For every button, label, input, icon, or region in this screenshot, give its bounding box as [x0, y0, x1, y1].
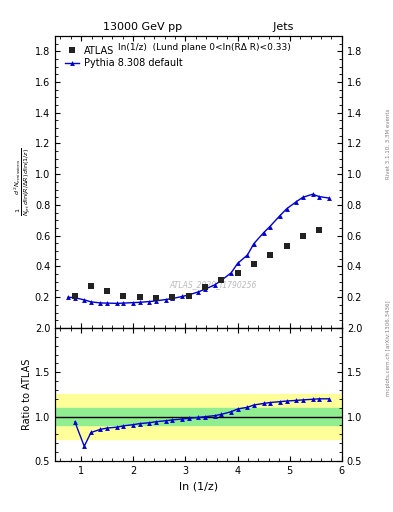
X-axis label: ln (1/z): ln (1/z) [179, 481, 218, 491]
Pythia 8.308 default [66, 294, 70, 301]
Pythia 8.308 default [186, 292, 191, 298]
ATLAS [268, 252, 272, 258]
Pythia 8.308 default [72, 294, 77, 301]
Pythia 8.308 default [137, 299, 142, 305]
Pythia 8.308 default [105, 300, 110, 306]
Pythia 8.308 default [245, 252, 250, 258]
Pythia 8.308 default [196, 289, 201, 295]
Pythia 8.308 default [115, 301, 119, 307]
Text: ATLAS_2020_I1790256: ATLAS_2020_I1790256 [169, 280, 257, 289]
Pythia 8.308 default [277, 212, 282, 219]
Pythia 8.308 default [294, 199, 298, 205]
Text: Rivet 3.1.10, 3.3M events: Rivet 3.1.10, 3.3M events [386, 108, 391, 179]
Pythia 8.308 default [300, 194, 305, 200]
Text: ln(1/z)  (Lund plane 0<ln(RΔ R)<0.33): ln(1/z) (Lund plane 0<ln(RΔ R)<0.33) [118, 43, 290, 52]
Pythia 8.308 default [82, 297, 86, 303]
Pythia 8.308 default [235, 260, 240, 266]
Pythia 8.308 default [180, 293, 185, 300]
ATLAS [89, 283, 94, 289]
Text: mcplots.cern.ch [arXiv:1306.3436]: mcplots.cern.ch [arXiv:1306.3436] [386, 301, 391, 396]
Line: ATLAS: ATLAS [72, 226, 322, 301]
ATLAS [202, 284, 207, 290]
ATLAS [105, 288, 110, 294]
ATLAS [300, 232, 305, 239]
Pythia 8.308 default [154, 297, 158, 304]
Line: Pythia 8.308 default: Pythia 8.308 default [66, 192, 331, 306]
Pythia 8.308 default [229, 270, 234, 276]
Pythia 8.308 default [219, 278, 224, 284]
Pythia 8.308 default [98, 300, 103, 306]
ATLAS [235, 270, 240, 276]
Pythia 8.308 default [327, 195, 331, 201]
Pythia 8.308 default [202, 286, 207, 292]
ATLAS [72, 293, 77, 300]
ATLAS [154, 294, 158, 301]
Pythia 8.308 default [131, 300, 136, 306]
Pythia 8.308 default [163, 296, 168, 303]
Pythia 8.308 default [261, 229, 266, 236]
Pythia 8.308 default [310, 191, 315, 197]
Title: 13000 GeV pp                          Jets: 13000 GeV pp Jets [103, 23, 294, 32]
Pythia 8.308 default [268, 223, 272, 229]
ATLAS [170, 294, 175, 301]
Legend: ATLAS, Pythia 8.308 default: ATLAS, Pythia 8.308 default [63, 44, 185, 70]
Pythia 8.308 default [284, 206, 289, 212]
Pythia 8.308 default [317, 194, 321, 200]
Pythia 8.308 default [252, 241, 256, 247]
ATLAS [137, 294, 142, 301]
Pythia 8.308 default [121, 300, 126, 306]
ATLAS [317, 226, 321, 232]
Pythia 8.308 default [170, 295, 175, 302]
ATLAS [284, 243, 289, 249]
ATLAS [252, 261, 256, 267]
Pythia 8.308 default [147, 298, 152, 305]
Y-axis label: $\frac{1}{N_{jet}}\frac{d^2 N_{emissions}}{d\ln(R/\Delta R)\,d\ln(1/z)}$: $\frac{1}{N_{jet}}\frac{d^2 N_{emissions… [13, 147, 33, 216]
ATLAS [121, 293, 126, 299]
Y-axis label: Ratio to ATLAS: Ratio to ATLAS [22, 359, 32, 430]
ATLAS [186, 293, 191, 299]
Pythia 8.308 default [89, 299, 94, 305]
Pythia 8.308 default [212, 282, 217, 288]
ATLAS [219, 276, 224, 283]
